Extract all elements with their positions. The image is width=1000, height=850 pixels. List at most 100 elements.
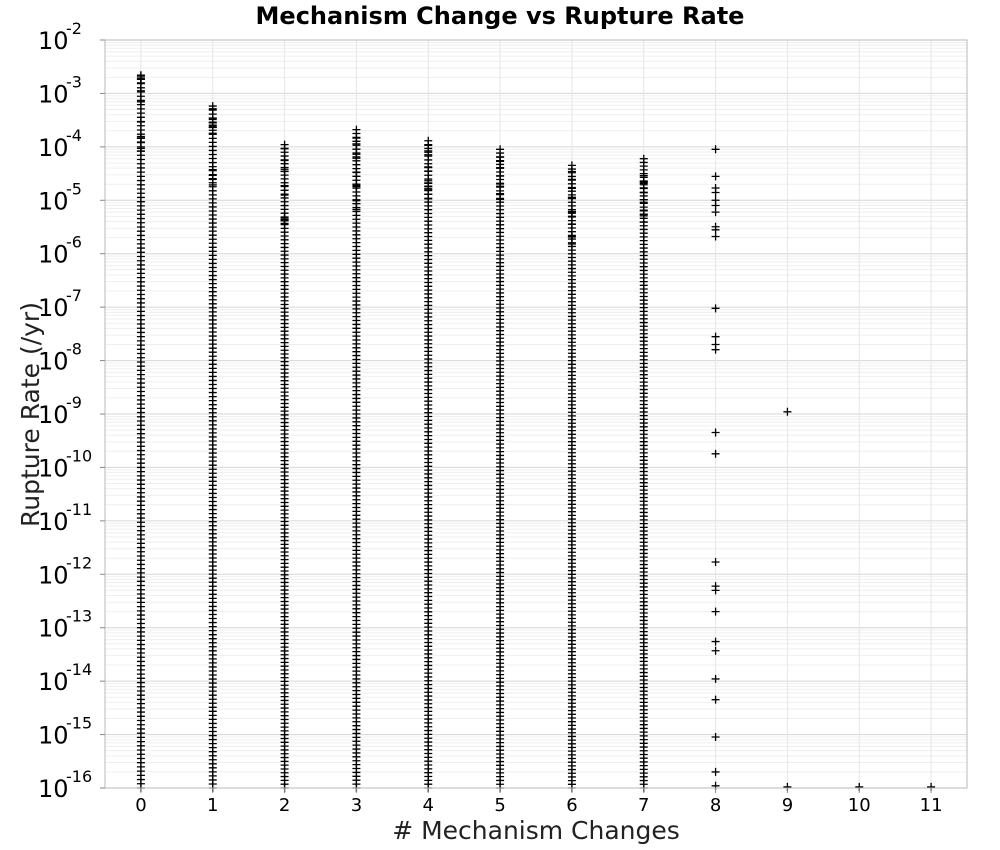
data-point bbox=[711, 345, 720, 354]
data-point bbox=[136, 86, 145, 95]
data-point bbox=[136, 133, 145, 142]
data-point bbox=[567, 167, 576, 176]
data-point bbox=[280, 191, 289, 200]
data-point bbox=[711, 188, 720, 197]
data-points bbox=[136, 71, 936, 792]
data-point bbox=[136, 97, 145, 106]
chart-title: Mechanism Change vs Rupture Rate bbox=[255, 2, 745, 30]
data-point bbox=[352, 139, 361, 148]
data-point bbox=[567, 212, 576, 221]
x-tick-label: 6 bbox=[566, 795, 577, 816]
x-tick-label: 7 bbox=[638, 795, 649, 816]
y-tick-base: 10 bbox=[38, 722, 69, 750]
y-tick-base: 10 bbox=[38, 80, 69, 108]
data-point bbox=[711, 733, 720, 742]
x-tick-label: 2 bbox=[279, 795, 290, 816]
data-point bbox=[711, 201, 720, 210]
data-point bbox=[783, 407, 792, 416]
y-tick-exponent: -2 bbox=[66, 19, 82, 38]
y-tick-label: 10-15 bbox=[38, 714, 92, 750]
x-tick-label: 1 bbox=[207, 795, 218, 816]
data-point bbox=[711, 208, 720, 217]
y-tick-exponent: -15 bbox=[66, 714, 92, 733]
data-point bbox=[424, 162, 433, 171]
data-point bbox=[711, 557, 720, 566]
y-tick-exponent: -7 bbox=[66, 286, 82, 305]
data-point bbox=[639, 218, 648, 227]
data-point bbox=[711, 172, 720, 181]
data-point bbox=[711, 646, 720, 655]
y-tick-exponent: -16 bbox=[66, 767, 92, 786]
data-point bbox=[711, 637, 720, 646]
y-tick-label: 10-3 bbox=[38, 72, 82, 108]
data-point bbox=[496, 189, 505, 198]
y-tick-exponent: -6 bbox=[66, 233, 82, 252]
data-point bbox=[639, 198, 648, 207]
y-tick-base: 10 bbox=[38, 454, 69, 482]
y-tick-label: 10-7 bbox=[38, 286, 82, 322]
y-tick-base: 10 bbox=[38, 27, 69, 55]
x-tick-label: 8 bbox=[710, 795, 721, 816]
data-point bbox=[711, 607, 720, 616]
data-point bbox=[280, 181, 289, 190]
data-point bbox=[496, 220, 505, 229]
y-tick-label: 10-8 bbox=[38, 340, 82, 376]
data-point bbox=[424, 182, 433, 191]
data-point bbox=[567, 239, 576, 248]
y-tick-exponent: -11 bbox=[66, 500, 92, 519]
y-tick-label: 10-4 bbox=[38, 126, 82, 162]
y-tick-labels: 10-1610-1510-1410-1310-1210-1110-1010-91… bbox=[38, 19, 105, 803]
data-point bbox=[711, 428, 720, 437]
data-point bbox=[567, 175, 576, 184]
data-point bbox=[567, 220, 576, 229]
y-tick-label: 10-16 bbox=[38, 767, 92, 803]
data-point bbox=[136, 75, 145, 84]
data-point bbox=[711, 145, 720, 154]
x-axis-label: # Mechanism Changes bbox=[392, 816, 680, 845]
y-tick-base: 10 bbox=[38, 668, 69, 696]
data-point bbox=[352, 125, 361, 134]
data-point bbox=[424, 190, 433, 199]
data-point bbox=[567, 232, 576, 241]
data-point bbox=[280, 156, 289, 165]
y-tick-label: 10-6 bbox=[38, 233, 82, 269]
y-tick-base: 10 bbox=[38, 241, 69, 269]
y-tick-base: 10 bbox=[38, 187, 69, 215]
data-point bbox=[711, 449, 720, 458]
data-point bbox=[496, 179, 505, 188]
data-point bbox=[280, 215, 289, 224]
data-point bbox=[352, 205, 361, 214]
data-point bbox=[280, 167, 289, 176]
y-tick-exponent: -4 bbox=[66, 126, 82, 145]
data-point bbox=[711, 332, 720, 341]
data-point bbox=[352, 196, 361, 205]
data-point bbox=[711, 225, 720, 234]
data-point bbox=[136, 144, 145, 153]
y-tick-exponent: -10 bbox=[66, 446, 92, 465]
data-point bbox=[496, 145, 505, 154]
data-point bbox=[208, 121, 217, 130]
data-point bbox=[711, 695, 720, 704]
data-point bbox=[639, 178, 648, 187]
x-tick-label: 11 bbox=[920, 795, 943, 816]
y-tick-exponent: -14 bbox=[66, 660, 92, 679]
y-tick-base: 10 bbox=[38, 294, 69, 322]
data-point bbox=[208, 175, 217, 184]
y-tick-base: 10 bbox=[38, 561, 69, 589]
y-tick-base: 10 bbox=[38, 134, 69, 162]
y-tick-label: 10-2 bbox=[38, 19, 82, 55]
data-point bbox=[639, 154, 648, 163]
y-tick-exponent: -9 bbox=[66, 393, 82, 412]
y-tick-exponent: -5 bbox=[66, 179, 82, 198]
y-tick-exponent: -12 bbox=[66, 553, 92, 572]
data-point bbox=[424, 150, 433, 159]
x-tick-label: 9 bbox=[782, 795, 793, 816]
data-point bbox=[711, 232, 720, 241]
y-tick-label: 10-12 bbox=[38, 553, 92, 589]
data-point bbox=[352, 168, 361, 177]
data-point bbox=[711, 586, 720, 595]
data-point bbox=[711, 674, 720, 683]
data-point bbox=[711, 767, 720, 776]
data-point bbox=[208, 104, 217, 113]
